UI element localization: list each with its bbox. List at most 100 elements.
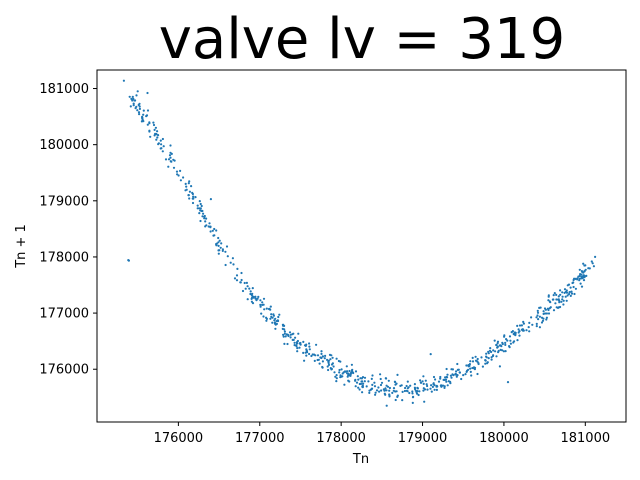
data-point bbox=[289, 333, 292, 336]
data-point bbox=[405, 389, 408, 392]
data-point bbox=[316, 354, 320, 357]
data-point bbox=[422, 382, 425, 385]
data-point bbox=[308, 345, 311, 348]
data-point bbox=[323, 357, 326, 360]
data-point bbox=[350, 363, 353, 366]
data-point bbox=[518, 330, 521, 333]
data-point bbox=[471, 356, 474, 359]
data-point bbox=[331, 356, 334, 359]
data-point bbox=[346, 372, 349, 375]
data-point bbox=[335, 380, 338, 383]
data-point bbox=[522, 320, 525, 323]
data-point bbox=[567, 293, 571, 296]
data-point bbox=[574, 287, 578, 290]
x-tick-label: 176000 bbox=[154, 431, 204, 446]
data-point bbox=[272, 314, 275, 317]
data-point bbox=[184, 182, 187, 185]
data-point bbox=[135, 94, 138, 97]
data-point bbox=[225, 245, 229, 248]
data-point bbox=[294, 336, 297, 339]
data-point bbox=[132, 104, 135, 107]
data-point bbox=[385, 389, 388, 392]
data-point bbox=[431, 385, 434, 388]
data-point bbox=[504, 350, 507, 353]
data-point bbox=[484, 359, 487, 362]
y-tick-label: 181000 bbox=[39, 82, 89, 97]
data-point bbox=[441, 384, 445, 387]
data-point bbox=[451, 373, 454, 376]
data-point bbox=[538, 315, 542, 318]
data-point bbox=[298, 346, 301, 349]
data-point bbox=[499, 344, 502, 347]
x-tick-label: 179000 bbox=[398, 431, 448, 446]
data-point bbox=[281, 327, 284, 330]
data-point bbox=[261, 301, 264, 304]
data-point bbox=[182, 176, 185, 179]
data-point bbox=[556, 306, 560, 309]
data-point bbox=[357, 386, 360, 389]
data-point bbox=[525, 329, 528, 332]
data-point bbox=[169, 160, 172, 163]
data-point bbox=[231, 257, 234, 260]
data-point bbox=[496, 346, 499, 349]
data-point bbox=[278, 313, 281, 316]
data-point bbox=[239, 281, 242, 284]
data-point bbox=[401, 399, 404, 402]
data-point bbox=[346, 375, 349, 378]
data-point bbox=[561, 291, 564, 294]
data-point bbox=[283, 324, 286, 327]
data-point bbox=[388, 386, 391, 390]
data-point bbox=[394, 398, 397, 402]
data-point bbox=[485, 352, 488, 355]
data-point bbox=[198, 212, 201, 215]
data-point bbox=[582, 271, 585, 274]
data-point bbox=[235, 279, 239, 282]
data-point bbox=[378, 390, 381, 393]
data-point bbox=[506, 339, 509, 342]
data-point bbox=[283, 332, 286, 335]
data-point bbox=[209, 198, 212, 201]
data-point bbox=[136, 90, 139, 93]
data-point bbox=[518, 334, 521, 337]
data-point bbox=[522, 329, 525, 332]
data-point bbox=[484, 362, 487, 365]
data-point bbox=[579, 273, 582, 276]
data-point bbox=[152, 123, 156, 127]
data-point bbox=[142, 109, 145, 112]
data-point bbox=[434, 378, 437, 381]
data-point bbox=[302, 340, 305, 343]
data-point bbox=[406, 380, 409, 383]
data-point bbox=[476, 360, 479, 363]
data-point bbox=[127, 259, 130, 262]
data-point bbox=[211, 229, 214, 232]
data-point bbox=[420, 381, 423, 384]
data-point bbox=[444, 376, 447, 379]
data-point bbox=[168, 154, 172, 157]
y-tick-label: 177000 bbox=[39, 307, 89, 322]
data-point bbox=[256, 297, 259, 300]
data-point bbox=[331, 362, 334, 365]
data-point bbox=[202, 212, 205, 215]
data-point bbox=[594, 255, 597, 258]
data-point bbox=[360, 377, 363, 380]
data-point bbox=[446, 384, 449, 387]
data-point bbox=[131, 95, 134, 98]
data-point bbox=[122, 79, 125, 82]
data-point bbox=[539, 306, 542, 309]
data-point bbox=[516, 324, 519, 327]
data-point bbox=[146, 109, 150, 112]
data-point bbox=[489, 347, 492, 350]
data-point bbox=[411, 390, 414, 393]
data-point bbox=[217, 241, 220, 244]
data-point bbox=[548, 307, 551, 310]
data-point bbox=[354, 385, 357, 388]
data-point bbox=[450, 376, 453, 379]
data-point bbox=[335, 357, 338, 360]
data-point bbox=[501, 341, 504, 344]
data-point bbox=[536, 309, 539, 312]
data-point bbox=[535, 322, 538, 325]
data-point bbox=[244, 287, 247, 290]
data-point bbox=[469, 370, 472, 373]
y-tick-label: 176000 bbox=[39, 363, 89, 378]
